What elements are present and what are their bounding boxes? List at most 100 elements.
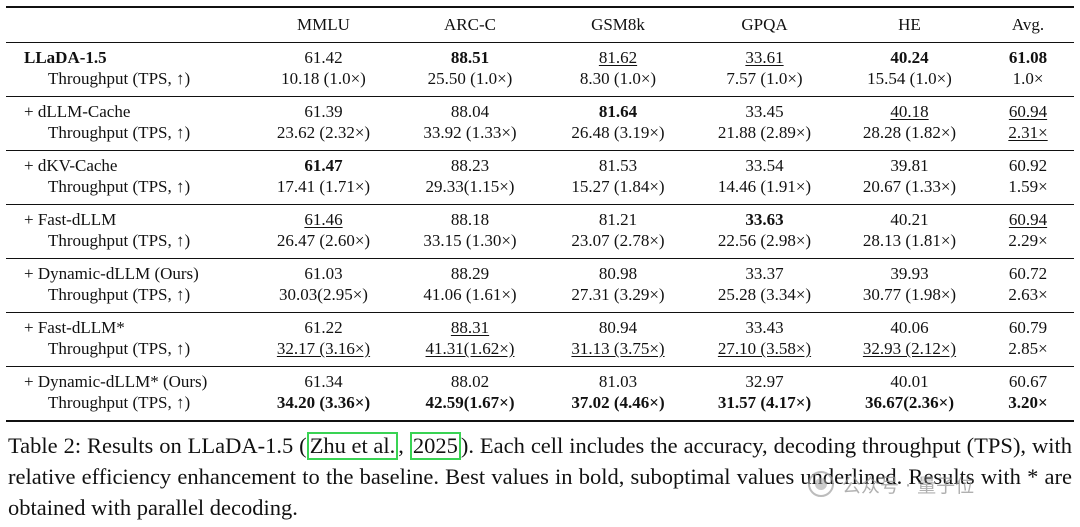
arc-c-cell: 88.23 29.33(1.15×): [396, 151, 544, 205]
throughput-value: 21.88 (2.89×): [717, 123, 812, 142]
throughput-value: 32.17 (3.16×): [276, 339, 371, 358]
accuracy-value: 88.29: [450, 264, 490, 283]
method-name: LLaDA-1.5: [24, 48, 107, 67]
header-mmlu: MMLU: [297, 15, 350, 34]
throughput-label: Throughput (TPS, ↑): [48, 123, 191, 142]
throughput-label: Throughput (TPS, ↑): [48, 177, 191, 196]
throughput-label: Throughput (TPS, ↑): [48, 393, 191, 412]
accuracy-value: 32.97: [745, 372, 784, 391]
throughput-value: 15.54 (1.0×): [867, 69, 952, 88]
throughput-value: 3.20×: [1008, 393, 1048, 412]
accuracy-value: 40.01: [890, 372, 929, 391]
table-row: + dKV-Cache Throughput (TPS, ↑) 61.47 17.41…: [6, 151, 1074, 205]
throughput-value: 25.50 (1.0×): [427, 69, 513, 88]
arc-c-cell: 88.18 33.15 (1.30×): [396, 205, 544, 259]
accuracy-value: 88.04: [450, 102, 490, 121]
gsm8k-cell: 81.03 37.02 (4.46×): [544, 367, 692, 422]
throughput-value: 22.56 (2.98×): [717, 231, 812, 250]
table-row: LLaDA-1.5 Throughput (TPS, ↑) 61.42 10.18 (…: [6, 43, 1074, 97]
accuracy-value: 81.21: [598, 210, 638, 229]
accuracy-value: 61.39: [304, 102, 343, 121]
accuracy-value: 61.34: [304, 372, 343, 391]
header-arc-c: ARC-C: [444, 15, 496, 34]
gsm8k-cell: 80.94 31.13 (3.75×): [544, 313, 692, 367]
throughput-value: 41.06 (1.61×): [423, 285, 517, 304]
throughput-value: 33.92 (1.33×): [423, 123, 517, 142]
accuracy-value: 60.79: [1008, 318, 1048, 337]
citation-link-author[interactable]: Zhu et al.: [306, 432, 399, 460]
accuracy-value: 60.72: [1008, 264, 1048, 283]
accuracy-value: 61.46: [304, 210, 343, 229]
accuracy-value: 88.51: [450, 48, 490, 67]
throughput-value: 14.46 (1.91×): [717, 177, 812, 196]
accuracy-value: 33.54: [745, 156, 784, 175]
accuracy-value: 33.43: [745, 318, 784, 337]
results-table-container: MMLU ARC-C GSM8k GPQA HE Avg. LLaDA-1.5 T…: [6, 6, 1074, 422]
method-name: + Fast-dLLM: [24, 210, 117, 229]
table-row: + Fast-dLLM Throughput (TPS, ↑) 61.46 26.47…: [6, 205, 1074, 259]
accuracy-value: 40.18: [890, 102, 929, 121]
throughput-value: 37.02 (4.46×): [571, 393, 665, 412]
throughput-label: Throughput (TPS, ↑): [48, 285, 191, 304]
he-cell: 39.93 30.77 (1.98×): [837, 259, 982, 313]
throughput-value: 30.03(2.95×): [279, 285, 368, 304]
accuracy-value: 40.21: [890, 210, 929, 229]
citation-link-year[interactable]: 2025: [409, 432, 461, 460]
table-body: LLaDA-1.5 Throughput (TPS, ↑) 61.42 10.18 (…: [6, 43, 1074, 422]
accuracy-value: 80.98: [598, 264, 638, 283]
throughput-value: 34.20 (3.36×): [276, 393, 371, 412]
avg-cell: 60.67 3.20×: [982, 367, 1074, 422]
caption-label: Table 2:: [8, 433, 82, 458]
gsm8k-cell: 81.21 23.07 (2.78×): [544, 205, 692, 259]
throughput-value: 8.30 (1.0×): [579, 69, 657, 88]
method-cell: + Fast-dLLM Throughput (TPS, ↑): [6, 205, 251, 259]
accuracy-value: 88.23: [450, 156, 490, 175]
table-row: + Dynamic-dLLM (Ours) Throughput (TPS, ↑)…: [6, 259, 1074, 313]
caption-text-before: Results on LLaDA-1.5 (: [81, 433, 307, 458]
throughput-value: 25.28 (3.34×): [717, 285, 812, 304]
throughput-value: 27.31 (3.29×): [571, 285, 665, 304]
throughput-value: 28.28 (1.82×): [862, 123, 957, 142]
accuracy-value: 60.67: [1008, 372, 1048, 391]
mmlu-cell: 61.46 26.47 (2.60×): [251, 205, 396, 259]
method-name: + Dynamic-dLLM (Ours): [24, 264, 199, 283]
accuracy-value: 81.64: [598, 102, 638, 121]
accuracy-value: 61.22: [304, 318, 343, 337]
accuracy-value: 33.61: [745, 48, 784, 67]
method-cell: + Dynamic-dLLM* (Ours) Throughput (TPS, ↑…: [6, 367, 251, 422]
throughput-value: 17.41 (1.71×): [276, 177, 371, 196]
he-cell: 40.01 36.67(2.36×): [837, 367, 982, 422]
gsm8k-cell: 81.53 15.27 (1.84×): [544, 151, 692, 205]
avg-cell: 60.72 2.63×: [982, 259, 1074, 313]
header-method: [6, 7, 251, 43]
throughput-value: 7.57 (1.0×): [726, 69, 803, 88]
table-row: + Dynamic-dLLM* (Ours) Throughput (TPS, ↑…: [6, 367, 1074, 422]
gsm8k-cell: 81.64 26.48 (3.19×): [544, 97, 692, 151]
gpqa-cell: 33.54 14.46 (1.91×): [692, 151, 837, 205]
mmlu-cell: 61.47 17.41 (1.71×): [251, 151, 396, 205]
throughput-value: 10.18 (1.0×): [281, 69, 366, 88]
throughput-value: 2.31×: [1008, 123, 1048, 142]
throughput-value: 20.67 (1.33×): [862, 177, 957, 196]
header-gpqa: GPQA: [741, 15, 788, 34]
accuracy-value: 88.31: [450, 318, 490, 337]
he-cell: 40.06 32.93 (2.12×): [837, 313, 982, 367]
accuracy-value: 33.37: [745, 264, 784, 283]
throughput-value: 27.10 (3.58×): [717, 339, 812, 358]
gpqa-cell: 33.43 27.10 (3.58×): [692, 313, 837, 367]
accuracy-value: 81.03: [598, 372, 638, 391]
throughput-value: 2.63×: [1008, 285, 1048, 304]
gsm8k-cell: 80.98 27.31 (3.29×): [544, 259, 692, 313]
method-cell: + dLLM-Cache Throughput (TPS, ↑): [6, 97, 251, 151]
accuracy-value: 80.94: [598, 318, 638, 337]
gpqa-cell: 33.61 7.57 (1.0×): [692, 43, 837, 97]
arc-c-cell: 88.29 41.06 (1.61×): [396, 259, 544, 313]
throughput-value: 23.62 (2.32×): [276, 123, 371, 142]
accuracy-value: 60.94: [1008, 102, 1048, 121]
throughput-value: 42.59(1.67×): [425, 393, 515, 412]
avg-cell: 60.92 1.59×: [982, 151, 1074, 205]
table-row: + Fast-dLLM* Throughput (TPS, ↑) 61.22 32.1…: [6, 313, 1074, 367]
throughput-value: 23.07 (2.78×): [571, 231, 665, 250]
throughput-label: Throughput (TPS, ↑): [48, 231, 191, 250]
throughput-value: 26.47 (2.60×): [276, 231, 371, 250]
